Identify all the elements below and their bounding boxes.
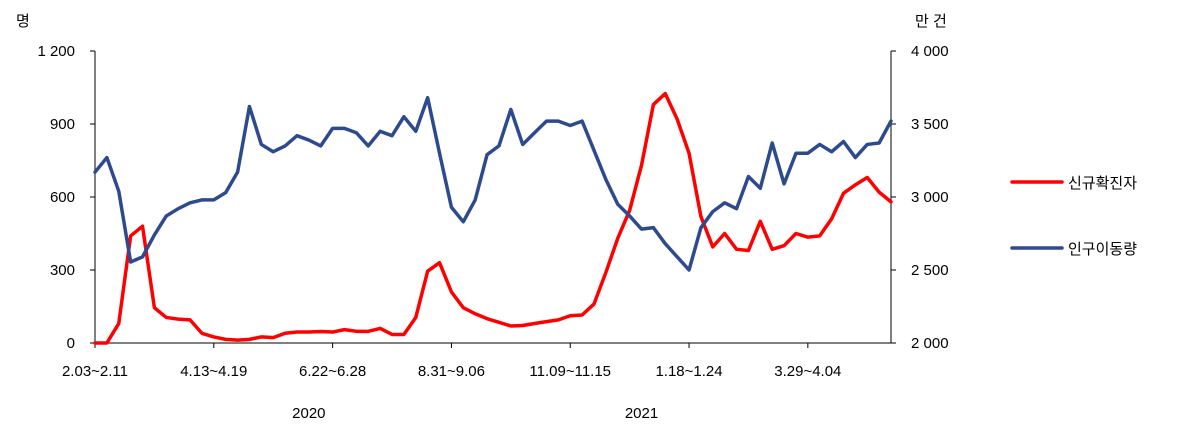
right-tick-label: 3 500 <box>911 116 949 133</box>
x-tick-label: 11.09~11.15 <box>529 363 611 380</box>
series-line-0 <box>93 91 893 345</box>
left-tick-label: 300 <box>50 262 75 279</box>
x-tick-label: 4.13~4.19 <box>180 363 247 380</box>
x-tick-label: 2.03~2.11 <box>62 363 128 380</box>
year-label: 2021 <box>625 405 658 422</box>
year-labels: 2020 2021 <box>292 405 658 422</box>
x-axis-ticks <box>94 343 809 348</box>
left-axis-unit: 명 <box>16 13 30 30</box>
right-tick-label: 3 000 <box>911 189 949 206</box>
right-tick-label: 2 000 <box>911 335 949 352</box>
legend-label-new-cases: 신규확진자 <box>1068 175 1137 192</box>
legend: 신규확진자 인구이동량 <box>1010 175 1137 258</box>
left-tick-label: 900 <box>50 116 75 133</box>
x-axis-tick-labels: 2.03~2.11 4.13~4.19 6.22~6.28 8.31~9.06 11.0… <box>62 363 841 380</box>
right-tick-label: 2 500 <box>911 262 949 279</box>
left-tick-label: 600 <box>50 189 75 206</box>
left-tick-label: 0 <box>67 335 75 352</box>
left-axis-ticks: 0 300 600 900 1 200 <box>37 43 95 352</box>
x-tick-label: 1.18~1.24 <box>655 363 722 380</box>
year-label: 2020 <box>292 405 325 422</box>
x-tick-label: 6.22~6.28 <box>299 363 366 380</box>
right-axis-unit: 만 건 <box>915 13 947 30</box>
x-tick-label: 3.29~4.04 <box>774 363 841 380</box>
right-tick-label: 4 000 <box>911 43 949 60</box>
left-tick-label: 1 200 <box>37 43 75 60</box>
series-lines <box>93 91 893 345</box>
series-line-1 <box>93 95 893 272</box>
legend-label-population-movement: 인구이동량 <box>1068 241 1137 258</box>
right-axis-ticks: 2 000 2 500 3 000 3 500 4 000 <box>891 43 949 352</box>
x-tick-label: 8.31~9.06 <box>418 363 485 380</box>
